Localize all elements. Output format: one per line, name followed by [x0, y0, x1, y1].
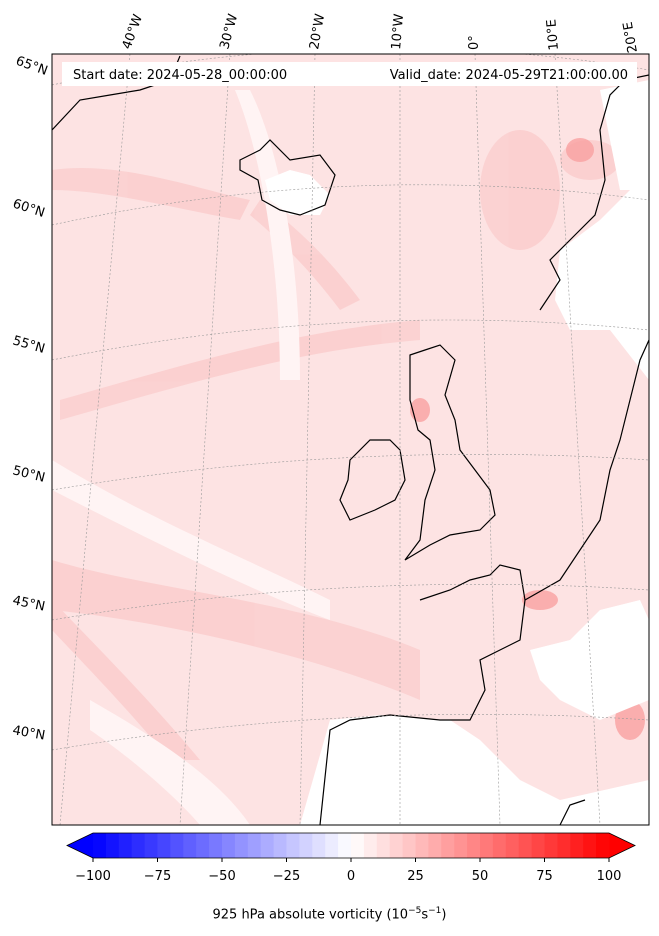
lat-label: 50°N [11, 463, 46, 485]
lon-label: 10°E [544, 19, 562, 51]
colorbar-extend-high [609, 833, 635, 858]
colorbar-tick-label: 0 [347, 869, 355, 884]
colorbar-bin [234, 833, 249, 858]
colorbar-bin [286, 833, 300, 858]
colorbar-bin [351, 833, 365, 858]
header-box [62, 62, 637, 86]
lat-label: 40°N [11, 723, 46, 743]
lat-label: 65°N [14, 54, 50, 79]
colorbar-tick-label: −100 [75, 869, 111, 884]
colorbar-bin [531, 833, 545, 858]
colorbar-bin [144, 833, 158, 858]
colorbar-tick-label: 50 [472, 869, 489, 884]
colorbar-bin [492, 833, 507, 858]
colorbar-bin [363, 833, 378, 858]
colorbar-bin [157, 833, 171, 858]
colorbar-tick-label: 75 [536, 869, 553, 884]
colorbar-bin [273, 833, 287, 858]
colorbar-bin [480, 833, 494, 858]
colorbar-bin [454, 833, 468, 858]
lat-label: 60°N [11, 197, 47, 221]
colorbar-bin [247, 833, 262, 858]
colorbar-bin [557, 833, 571, 858]
colorbar-bin [170, 833, 184, 858]
colorbar-bin [105, 833, 120, 858]
colorbar-tick-label: −75 [144, 869, 171, 884]
lat-label: 55°N [11, 333, 47, 356]
colorbar-tick-label: 100 [597, 869, 622, 884]
colorbar: −100 −75 −50 −25 0 25 50 75 100 [66, 832, 636, 884]
colorbar-label: 925 hPa absolute vorticity (10−5s−1) [212, 906, 447, 923]
lon-label: 20°E [621, 21, 641, 54]
colorbar-bin [441, 833, 455, 858]
coastlines [52, 55, 649, 825]
colorbar-bin [338, 833, 352, 858]
colorbar-bin [325, 833, 339, 858]
valid-date: Valid_date: 2024-05-29T21:00:00.00 [390, 68, 628, 83]
colorbar-bin [428, 833, 442, 858]
colorbar-bin [389, 833, 404, 858]
colorbar-bin [544, 833, 558, 858]
colorbar-tick-label: 25 [407, 869, 424, 884]
colorbar-bin [209, 833, 223, 858]
colorbar-bin [583, 833, 597, 858]
colorbar-bin [312, 833, 326, 858]
colorbar-extend-low [67, 833, 93, 858]
colorbar-bin [131, 833, 146, 858]
colorbar-bin [299, 833, 313, 858]
colorbar-bin [570, 833, 584, 858]
colorbar-bin [196, 833, 210, 858]
lon-label: 10°W [389, 13, 407, 50]
colorbar-bin [376, 833, 391, 858]
colorbar-bin [467, 833, 481, 858]
lon-label: 0° [467, 35, 482, 50]
colorbar-bin [596, 833, 610, 858]
lon-label: 20°W [307, 13, 328, 51]
map-frame [51, 53, 650, 826]
colorbar-tick-label: −50 [208, 869, 235, 884]
colorbar-bin [260, 833, 275, 858]
colorbar-bin [415, 833, 429, 858]
colorbar-tick-label: −25 [273, 869, 300, 884]
lon-label: 40°W [120, 12, 146, 51]
colorbar-bin [402, 833, 416, 858]
start-date: Start date: 2024-05-28_00:00:00 [73, 68, 287, 83]
colorbar-bin [518, 833, 533, 858]
map-field [52, 54, 649, 825]
colorbar-bin [118, 833, 133, 858]
colorbar-bin [93, 833, 107, 858]
lon-label: 30°W [217, 12, 241, 51]
colorbar-bin [505, 833, 520, 858]
lat-label: 45°N [11, 593, 46, 614]
colorbar-bin [222, 833, 236, 858]
colorbar-bin [183, 833, 197, 858]
